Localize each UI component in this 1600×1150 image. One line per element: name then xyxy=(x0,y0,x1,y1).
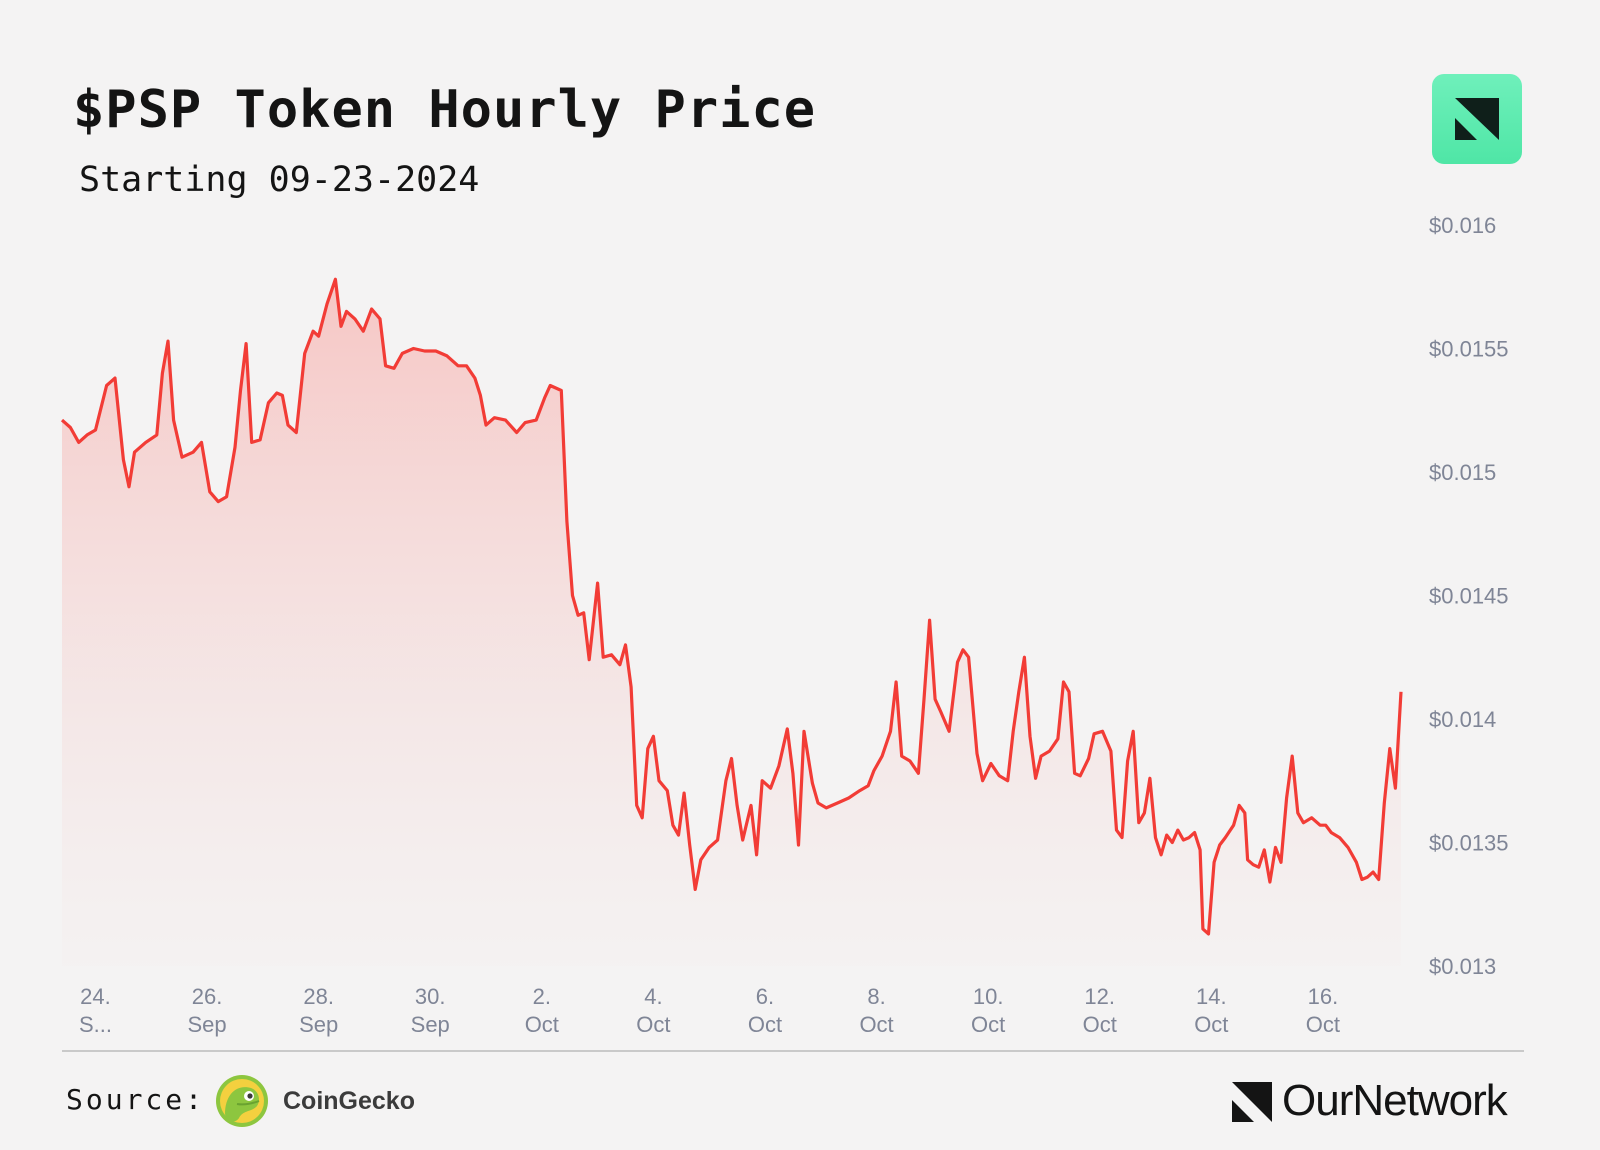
source-label: Source: xyxy=(66,1083,206,1116)
x-tick-label: Sep xyxy=(299,1012,338,1037)
x-tick-label: 2. xyxy=(533,984,551,1009)
x-tick-label: 8. xyxy=(867,984,885,1009)
source-name: CoinGecko xyxy=(283,1087,415,1115)
x-tick-label: 10. xyxy=(973,984,1004,1009)
x-tick-label: 28. xyxy=(303,984,334,1009)
price-chart: $0.016 $0.0155 $0.015 $0.0145 $0.014 $0.0135 $… xyxy=(60,213,1509,1037)
x-tick-label: 6. xyxy=(756,984,774,1009)
price-area xyxy=(62,279,1401,966)
x-tick-label: 16. xyxy=(1308,984,1339,1009)
x-tick-label: 14. xyxy=(1196,984,1227,1009)
x-tick-label: Sep xyxy=(411,1012,450,1037)
x-tick-label: Oct xyxy=(1194,1012,1228,1037)
y-tick-label: $0.0145 xyxy=(1429,584,1509,609)
x-tick-label: Oct xyxy=(1083,1012,1117,1037)
x-tick-label: 30. xyxy=(415,984,446,1009)
x-axis: 24. S... 26. Sep 28. Sep 30. Sep 2. Oct 4. Oct 6. Oct… xyxy=(79,984,1340,1037)
x-tick-label: Sep xyxy=(187,1012,226,1037)
x-tick-label: 12. xyxy=(1084,984,1115,1009)
y-tick-label: $0.0155 xyxy=(1429,337,1509,362)
x-tick-label: Oct xyxy=(636,1012,670,1037)
price-line xyxy=(60,277,1403,936)
y-tick-label: $0.0135 xyxy=(1429,831,1509,856)
brand-name: OurNetwork xyxy=(1282,1076,1508,1125)
x-tick-label: Oct xyxy=(859,1012,893,1037)
y-axis: $0.016 $0.0155 $0.015 $0.0145 $0.014 $0.0135 $… xyxy=(1429,213,1509,979)
x-tick-label: Oct xyxy=(1306,1012,1340,1037)
ournetwork-logo-icon xyxy=(1232,1082,1272,1122)
chart-subtitle: Starting 09-23-2024 xyxy=(79,160,480,200)
x-tick-label: Oct xyxy=(748,1012,782,1037)
y-tick-label: $0.016 xyxy=(1429,213,1496,238)
y-tick-label: $0.013 xyxy=(1429,954,1496,979)
y-tick-label: $0.015 xyxy=(1429,460,1496,485)
x-tick-label: S... xyxy=(79,1012,112,1037)
x-tick-label: 24. xyxy=(80,984,111,1009)
ournetwork-badge-icon xyxy=(1432,74,1522,164)
footer-divider xyxy=(62,1050,1524,1052)
y-tick-label: $0.014 xyxy=(1429,707,1496,732)
x-tick-label: Oct xyxy=(971,1012,1005,1037)
x-tick-label: Oct xyxy=(525,1012,559,1037)
coingecko-logo-icon xyxy=(216,1075,268,1127)
x-tick-label: 4. xyxy=(644,984,662,1009)
x-tick-label: 26. xyxy=(192,984,223,1009)
chart-title: $PSP Token Hourly Price xyxy=(73,80,817,140)
